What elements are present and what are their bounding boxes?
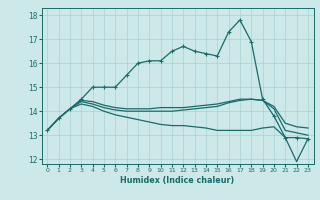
X-axis label: Humidex (Indice chaleur): Humidex (Indice chaleur) bbox=[120, 176, 235, 185]
